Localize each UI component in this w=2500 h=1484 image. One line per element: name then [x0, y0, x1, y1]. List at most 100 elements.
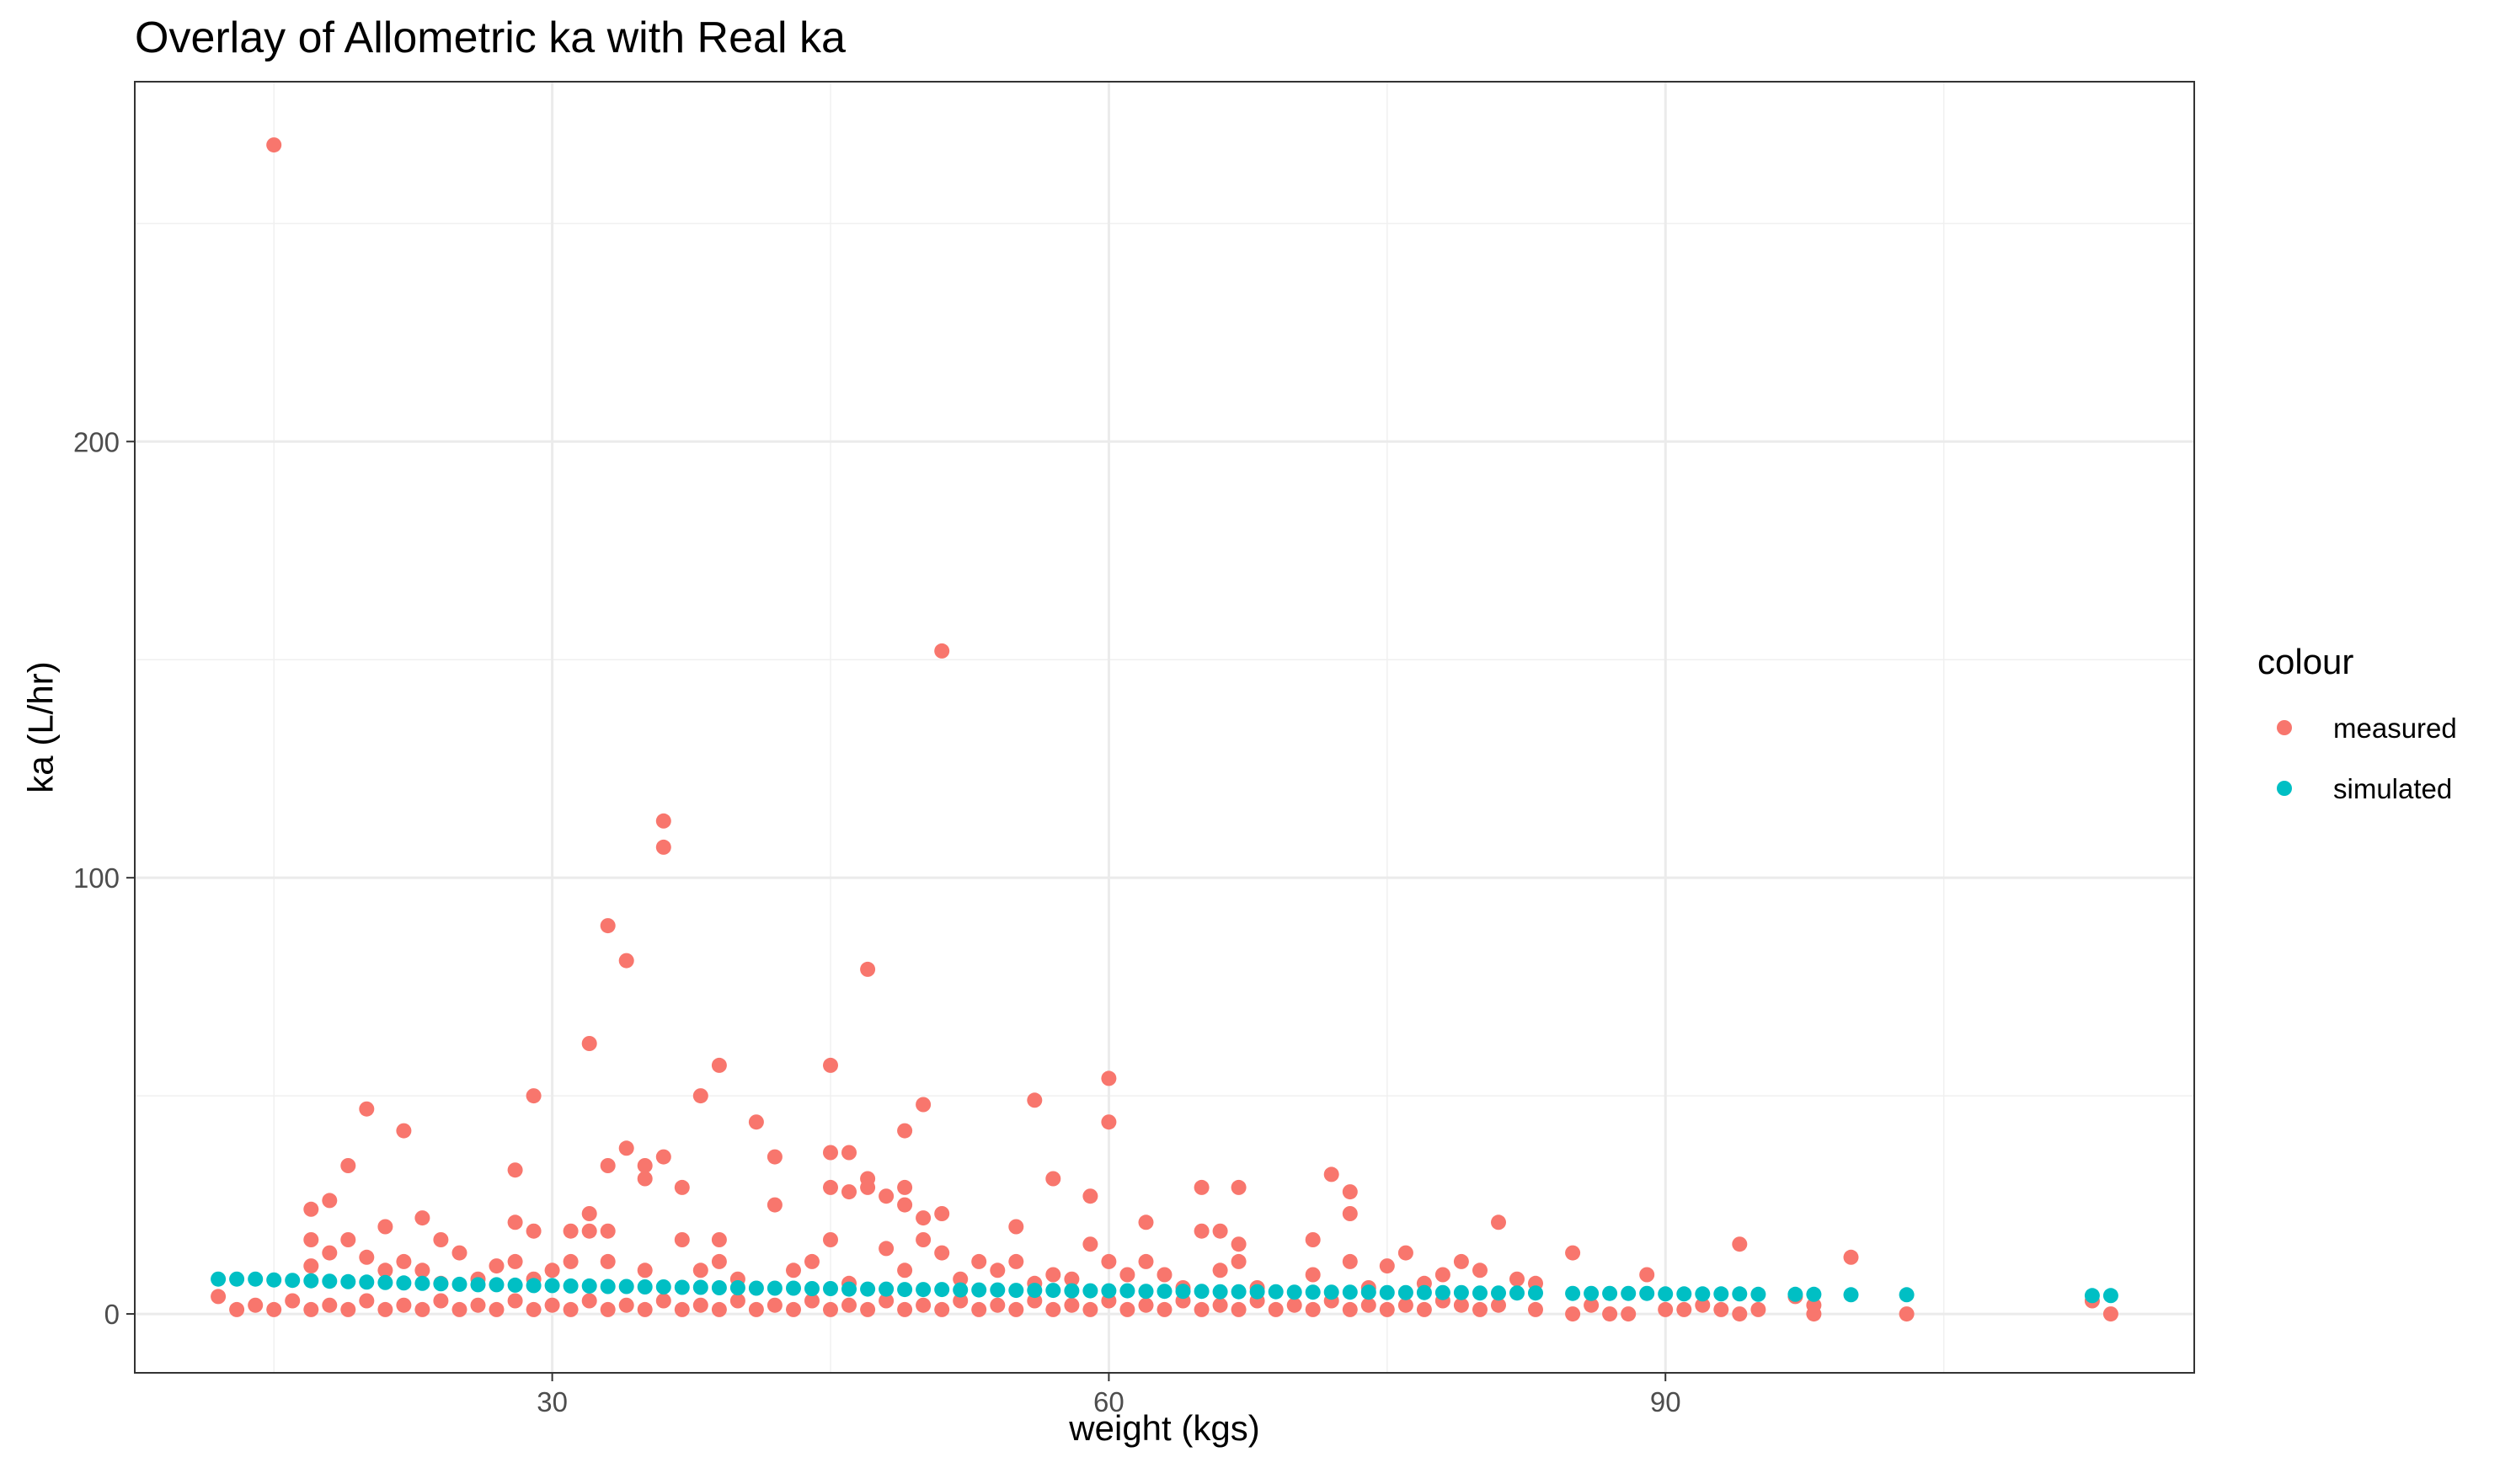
point-measured: [544, 1262, 560, 1278]
point-measured: [990, 1262, 1006, 1278]
point-measured: [711, 1232, 727, 1247]
point-simulated: [953, 1282, 969, 1298]
point-measured: [600, 1223, 616, 1239]
point-measured: [396, 1297, 412, 1313]
point-measured: [377, 1219, 393, 1235]
chart-title: Overlay of Allometric ka with Real ka: [135, 13, 846, 62]
point-measured: [953, 1271, 969, 1287]
point-measured: [563, 1253, 579, 1269]
point-measured: [322, 1245, 338, 1261]
point-measured: [1027, 1293, 1043, 1309]
point-simulated: [414, 1275, 430, 1291]
point-measured: [953, 1293, 969, 1309]
point-measured: [1323, 1166, 1339, 1182]
point-measured: [1212, 1223, 1228, 1239]
point-simulated: [544, 1278, 560, 1294]
point-measured: [1397, 1297, 1413, 1313]
point-simulated: [359, 1274, 375, 1290]
point-measured: [618, 953, 634, 969]
point-measured: [1676, 1301, 1692, 1317]
point-simulated: [841, 1281, 857, 1297]
point-measured: [655, 1293, 671, 1309]
point-measured: [581, 1293, 597, 1309]
point-measured: [1231, 1253, 1247, 1269]
point-simulated: [396, 1275, 412, 1291]
point-simulated: [674, 1279, 690, 1295]
point-simulated: [248, 1271, 264, 1287]
point-measured: [971, 1301, 987, 1317]
point-simulated: [451, 1276, 467, 1292]
point-measured: [916, 1232, 932, 1247]
point-measured: [655, 813, 671, 829]
point-simulated: [1360, 1284, 1376, 1300]
point-measured: [1045, 1267, 1061, 1283]
plot-panel-background: [135, 82, 2194, 1373]
point-measured: [303, 1201, 319, 1217]
point-simulated: [767, 1280, 783, 1296]
point-measured: [1064, 1271, 1080, 1287]
point-measured: [1082, 1301, 1098, 1317]
point-measured: [1138, 1214, 1154, 1230]
point-simulated: [1565, 1285, 1581, 1301]
point-measured: [303, 1258, 319, 1274]
point-measured: [1342, 1253, 1358, 1269]
point-simulated: [879, 1281, 895, 1297]
point-measured: [563, 1301, 579, 1317]
point-simulated: [1119, 1283, 1135, 1299]
point-measured: [1899, 1306, 1915, 1322]
point-measured: [1806, 1297, 1822, 1313]
point-measured: [1286, 1297, 1302, 1313]
point-measured: [526, 1301, 542, 1317]
point-simulated: [897, 1282, 913, 1298]
point-measured: [526, 1088, 542, 1104]
legend-key-measured: [2277, 720, 2292, 735]
point-simulated: [823, 1281, 838, 1296]
point-measured: [1584, 1297, 1600, 1313]
point-measured: [748, 1301, 764, 1317]
point-measured: [674, 1179, 690, 1195]
legend-label-measured: measured: [2333, 713, 2457, 744]
point-measured: [692, 1262, 708, 1278]
point-measured: [359, 1249, 375, 1265]
point-simulated: [1491, 1285, 1506, 1301]
point-simulated: [507, 1277, 523, 1293]
point-measured: [1157, 1267, 1173, 1283]
point-simulated: [1138, 1284, 1154, 1300]
point-measured: [823, 1179, 838, 1195]
point-measured: [674, 1301, 690, 1317]
point-measured: [1379, 1301, 1395, 1317]
point-measured: [1138, 1253, 1154, 1269]
point-measured: [637, 1262, 653, 1278]
point-measured: [1045, 1171, 1061, 1187]
x-tick-label: 30: [537, 1386, 568, 1417]
point-measured: [1565, 1245, 1581, 1261]
point-measured: [507, 1293, 523, 1309]
point-measured: [823, 1232, 838, 1247]
point-measured: [1101, 1070, 1117, 1086]
point-measured: [396, 1123, 412, 1139]
point-simulated: [2102, 1288, 2118, 1304]
point-simulated: [1212, 1284, 1228, 1300]
point-simulated: [1843, 1287, 1859, 1303]
point-measured: [340, 1301, 356, 1317]
point-measured: [414, 1301, 430, 1317]
point-simulated: [1231, 1284, 1247, 1300]
grid: [135, 82, 2194, 1373]
point-simulated: [1584, 1285, 1600, 1301]
point-simulated: [916, 1282, 932, 1298]
point-measured: [1491, 1297, 1506, 1313]
point-measured: [1064, 1297, 1080, 1313]
point-measured: [934, 1301, 950, 1317]
point-measured: [1658, 1301, 1674, 1317]
point-measured: [211, 1289, 227, 1305]
point-simulated: [600, 1278, 616, 1294]
point-simulated: [860, 1281, 876, 1297]
point-simulated: [1342, 1284, 1358, 1300]
point-simulated: [804, 1281, 820, 1296]
point-simulated: [655, 1279, 671, 1294]
point-measured: [266, 1301, 282, 1317]
point-measured: [1434, 1267, 1450, 1283]
point-measured: [897, 1123, 913, 1139]
point-simulated: [266, 1272, 282, 1288]
point-simulated: [340, 1273, 356, 1289]
